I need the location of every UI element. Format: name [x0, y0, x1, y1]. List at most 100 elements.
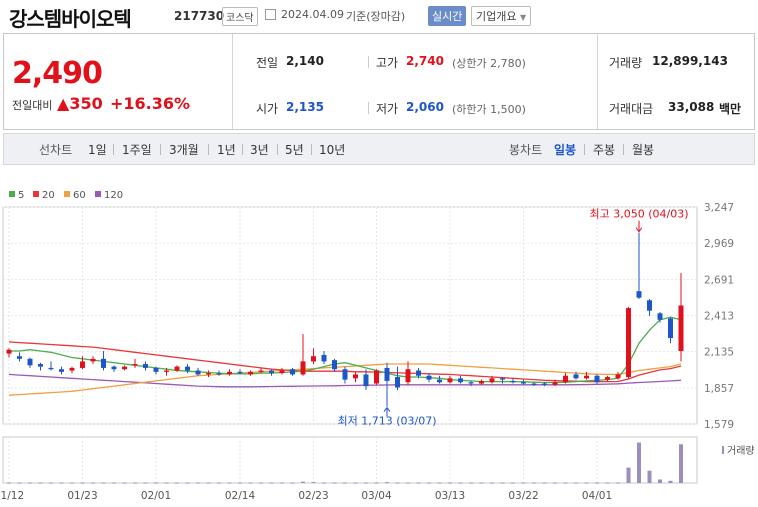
x-tick-label: 03/04	[361, 490, 392, 502]
volume-bar	[49, 482, 53, 484]
candle-body	[132, 364, 138, 366]
ma60-line	[8, 363, 682, 396]
volume-bar	[122, 482, 127, 484]
tab-1w[interactable]: 1주일	[122, 143, 152, 157]
separator	[623, 144, 624, 155]
volume-bar	[38, 482, 43, 484]
candle-body	[6, 349, 12, 354]
candle-body	[489, 378, 495, 383]
quote-panel: 2,490 전일대비 ▲350 +16.36% 전일 2,140 시가 2,13…	[3, 33, 755, 130]
candle-body	[59, 369, 64, 372]
candle-body	[395, 377, 400, 388]
volume-bar	[563, 482, 568, 484]
volume-bar	[133, 482, 137, 484]
candle-body	[363, 374, 369, 387]
candle-body	[500, 378, 505, 380]
candle-body	[678, 305, 684, 352]
volume-bar	[227, 482, 232, 484]
upper-limit: (상한가 2,780)	[452, 57, 526, 70]
candle-body	[227, 371, 232, 375]
volume-frame	[2, 436, 698, 484]
change-percent: +16.36%	[110, 94, 191, 113]
tab-10y[interactable]: 10년	[319, 143, 346, 157]
volume-bar	[584, 482, 589, 484]
y-tick-label: 3,247	[704, 202, 734, 214]
open-value: 2,135	[286, 100, 324, 114]
volume-bar	[217, 482, 221, 484]
candle-body	[542, 383, 547, 385]
volume-bar	[605, 482, 610, 484]
candle-body	[237, 371, 243, 374]
volume-bar	[301, 481, 305, 483]
candle-body	[584, 375, 589, 379]
volume-bar	[154, 482, 158, 484]
volume-bar	[175, 482, 179, 484]
y-tick-label: 2,135	[704, 347, 734, 359]
volume-bar	[290, 482, 295, 484]
candle-body	[321, 354, 327, 362]
realtime-button[interactable]: 실시간	[428, 6, 467, 26]
market-badge: 코스닥	[222, 7, 258, 26]
tab-monthly[interactable]: 월봉	[632, 143, 655, 157]
low-value: 2,060	[406, 100, 444, 114]
company-name[interactable]: 강스템바이오텍	[9, 7, 132, 31]
divider	[232, 34, 233, 129]
candle-body	[111, 366, 117, 370]
volume-bar	[269, 482, 274, 484]
tab-5y[interactable]: 5년	[285, 143, 304, 157]
separator	[277, 144, 278, 155]
volume-bar	[91, 482, 95, 484]
volume-value: 12,899,143	[652, 54, 728, 68]
candle-body	[447, 378, 453, 383]
chart-period-tabs: 선차트 1일 1주일 3개월 1년 3년 5년 10년 봉차트 일봉 주봉 월봉	[3, 133, 755, 165]
separator	[368, 102, 369, 114]
candle-body	[17, 356, 22, 359]
volume-bar	[280, 482, 284, 484]
candle-body	[153, 367, 159, 372]
separator	[160, 144, 161, 155]
separator	[113, 144, 114, 155]
volume-bar	[416, 482, 421, 484]
volume-bar	[196, 482, 200, 484]
volume-bar	[59, 482, 64, 484]
volume-bar	[637, 442, 641, 483]
candle-body	[80, 361, 85, 368]
open-label: 시가	[256, 102, 279, 116]
ma5-line	[9, 316, 682, 384]
candle-body	[258, 370, 264, 372]
volume-bar	[332, 482, 337, 484]
candle-body	[636, 291, 642, 298]
company-overview-dropdown[interactable]: 기업개요 ▼	[471, 6, 532, 26]
volume-bar	[647, 470, 652, 483]
candle-body	[416, 370, 421, 376]
tab-weekly[interactable]: 주봉	[593, 143, 616, 157]
candle-body	[269, 370, 274, 374]
volume-bar	[574, 482, 578, 484]
stock-header: 강스템바이오텍 217730 코스닥 2024.04.09 기준(장마감) 실시…	[0, 0, 758, 32]
prev-close-label: 전일	[256, 56, 279, 70]
candle-body	[332, 360, 337, 370]
prev-close-value: 2,140	[286, 54, 324, 68]
lower-limit: (하한가 1,500)	[452, 103, 526, 116]
tab-3m[interactable]: 3개월	[169, 143, 199, 157]
candle-body	[552, 382, 558, 385]
volume-bar	[364, 482, 368, 484]
volume-bar	[353, 482, 358, 484]
tab-3y[interactable]: 3년	[250, 143, 269, 157]
candle-body	[405, 369, 411, 383]
change-value: 350	[69, 94, 103, 113]
tab-1d[interactable]: 1일	[88, 143, 107, 157]
volume-bar	[80, 482, 85, 484]
candle-body	[615, 374, 621, 379]
candle-body	[657, 313, 663, 320]
tab-1y[interactable]: 1년	[217, 143, 236, 157]
candle-body	[90, 358, 96, 362]
legend-label: 60	[73, 190, 86, 201]
tab-daily[interactable]: 일봉	[554, 143, 577, 157]
high-annotation: 최고 3,050 (04/03)	[589, 208, 688, 221]
volume-bar	[259, 482, 263, 484]
volume-bar	[679, 444, 683, 483]
candle-body	[594, 375, 600, 383]
volume-bar	[479, 482, 484, 484]
